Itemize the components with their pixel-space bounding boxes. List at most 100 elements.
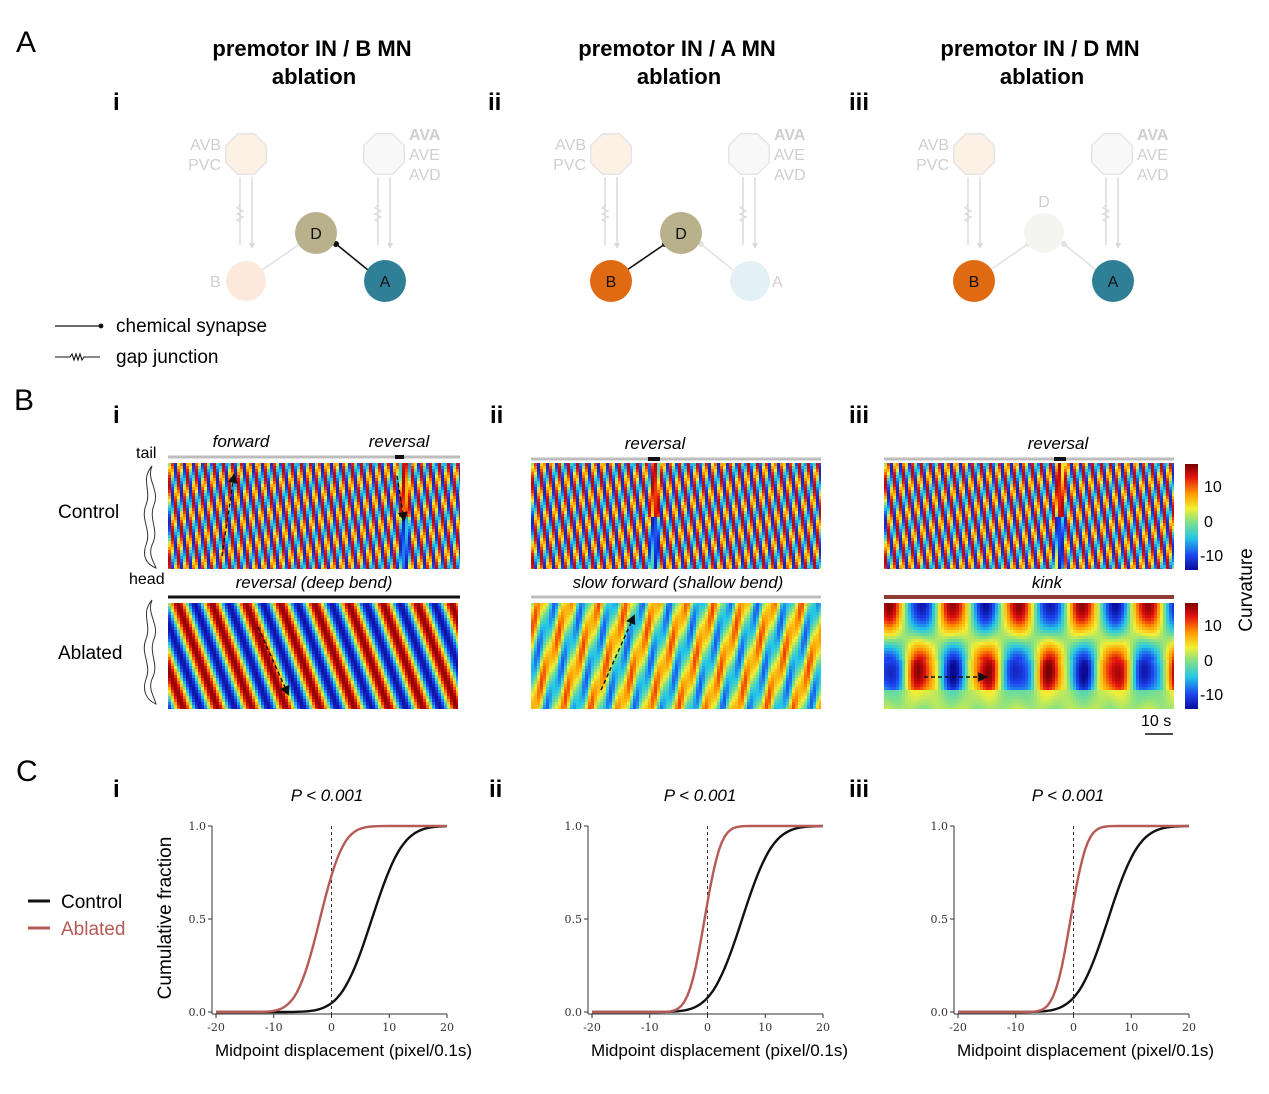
motor-neuron-label-b: B <box>969 274 980 291</box>
worm-control-icon <box>143 465 157 569</box>
panel-c: i ii iii P < 0.001 P < 0.001 P < 0.001 -… <box>28 776 1214 1060</box>
premotor-reversal-node <box>727 132 771 176</box>
motor-neuron-label-b: B <box>606 274 617 291</box>
y-tick-label: 0.0 <box>189 1006 207 1019</box>
roman-numeral-c-i: i <box>113 776 120 803</box>
kymograph-2 <box>884 463 1174 569</box>
gap-junction-symbol <box>373 204 383 223</box>
motor-neuron-d <box>660 212 702 254</box>
premotor-label-avb: AVB <box>190 137 221 154</box>
cdf-plot-i: -20 -10 0 10 20 0.0 0.5 1.0 Midpoint displacemen… <box>189 820 473 1060</box>
worm-head-label: head <box>129 571 165 588</box>
kymograph-0 <box>168 463 460 569</box>
synapse-b-to-d <box>626 243 666 271</box>
y-tick-label: 1.0 <box>565 820 583 833</box>
cdf-xlabel: Midpoint displacement (pixel/0.1s) <box>215 1041 472 1060</box>
x-tick-label: 10 <box>382 1021 396 1034</box>
roman-numeral: i <box>113 89 120 116</box>
motor-neuron-b <box>590 260 632 302</box>
y-tick-label: 0.0 <box>931 1006 949 1019</box>
cdf-curve-ablated <box>958 824 1189 1014</box>
title-line1: premotor IN / A MN <box>578 36 776 61</box>
x-tick-label: 20 <box>1182 1021 1196 1034</box>
x-tick-label: -10 <box>641 1021 659 1034</box>
panel-letter-a: A <box>16 26 36 59</box>
motor-neuron-a <box>730 261 770 301</box>
gap-junction-label: gap junction <box>116 347 218 368</box>
circuit-diagram-i: AVB PVC AVA AVE AVD D B A <box>188 127 441 302</box>
motor-neuron-a <box>1092 260 1134 302</box>
premotor-label-ave: AVE <box>409 147 440 164</box>
y-tick-label: 0.0 <box>565 1006 583 1019</box>
gap-junction-symbol <box>600 204 610 223</box>
synapse-b-to-d <box>261 243 301 271</box>
synapse-a-to-d <box>700 243 734 271</box>
title-line1: premotor IN / D MN <box>940 36 1139 61</box>
premotor-label-ava: AVA <box>1137 127 1169 144</box>
chemical-synapse-label: chemical synapse <box>116 316 267 337</box>
panel-letter-b: B <box>14 384 34 417</box>
colorbar-tick: 0 <box>1204 653 1213 670</box>
roman-numeral-b-ii: ii <box>490 402 503 429</box>
motor-neuron-d <box>1024 213 1064 253</box>
roman-numeral-c-iii: iii <box>849 776 869 803</box>
y-tick-label: 0.5 <box>931 913 949 926</box>
premotor-label-avd: AVD <box>1137 167 1169 184</box>
synapse-a-to-d <box>1063 243 1097 271</box>
premotor-label-avd: AVD <box>409 167 441 184</box>
synapse-terminal <box>1061 241 1067 247</box>
premotor-label-avd: AVD <box>774 167 806 184</box>
x-tick-label: -20 <box>583 1021 601 1034</box>
behavior-label-reversal-ii: reversal <box>625 434 687 453</box>
cdf-plot-iii: -20 -10 0 10 20 0.0 0.5 1.0 Midpoint displacemen… <box>931 820 1215 1060</box>
synapse-legend: chemical synapse gap junction <box>55 316 267 368</box>
colorbar-tick: 10 <box>1204 479 1222 496</box>
synapse-b-to-d <box>989 243 1029 271</box>
p-value-iii: P < 0.001 <box>1032 786 1105 805</box>
gap-junction-symbol <box>235 204 245 223</box>
x-tick-label: 10 <box>1124 1021 1138 1034</box>
premotor-label-ava: AVA <box>774 127 806 144</box>
cdf-xlabel: Midpoint displacement (pixel/0.1s) <box>591 1041 848 1060</box>
cumulative-distribution-plots: -20 -10 0 10 20 0.0 0.5 1.0 Midpoint displacemen… <box>189 820 1215 1060</box>
kymograph-4 <box>531 603 821 709</box>
panel-a: premotor IN / B MN ablation i premotor I… <box>55 36 1169 368</box>
x-tick-label: 10 <box>758 1021 772 1034</box>
x-tick-label: 20 <box>440 1021 454 1034</box>
roman-numeral: iii <box>849 89 869 116</box>
y-tick-label: 0.5 <box>565 913 583 926</box>
motor-neuron-label-d: D <box>310 226 322 243</box>
row-label-ablated: Ablated <box>58 643 122 664</box>
premotor-label-ava: AVA <box>409 127 441 144</box>
circuit-diagram-ii: AVB PVC AVA AVE AVD D B A <box>553 127 806 302</box>
colorbar-tick: 0 <box>1204 514 1213 531</box>
premotor-label-pvc: PVC <box>188 157 221 174</box>
synapse-a-to-d <box>335 243 369 271</box>
motor-neuron-b <box>226 261 266 301</box>
panel-letter-c: C <box>16 755 38 788</box>
roman-numeral-b-i: i <box>113 402 120 429</box>
synapse-terminal <box>387 243 393 249</box>
premotor-reversal-node <box>1090 132 1134 176</box>
title-line2: ablation <box>1000 64 1084 89</box>
x-tick-label: -10 <box>1007 1021 1025 1034</box>
x-tick-label: 20 <box>816 1021 830 1034</box>
circuit-diagrams: AVB PVC AVA AVE AVD D B A AVB PVC AVA AVE AVD D B A AVB P… <box>188 127 1169 302</box>
kymograph-5 <box>884 603 1174 709</box>
panel-a-col-ii: premotor IN / A MN ablation ii <box>488 36 776 116</box>
synapse-terminal <box>1115 243 1121 249</box>
premotor-forward-node <box>224 132 268 176</box>
premotor-label-pvc: PVC <box>553 157 586 174</box>
motor-neuron-label-a: A <box>772 274 783 291</box>
behavior-label-reversal-iii: reversal <box>1028 434 1090 453</box>
wave-direction-arrow <box>396 475 408 522</box>
cdf-curve-ablated <box>592 824 823 1014</box>
premotor-label-avb: AVB <box>918 137 949 154</box>
panel-a-col-i: premotor IN / B MN ablation i <box>113 36 412 116</box>
roman-numeral-c-ii: ii <box>489 776 502 803</box>
x-tick-label: -20 <box>207 1021 225 1034</box>
time-scale-label: 10 s <box>1141 713 1171 730</box>
p-value-ii: P < 0.001 <box>664 786 737 805</box>
worm-ablated-icon <box>143 599 157 705</box>
